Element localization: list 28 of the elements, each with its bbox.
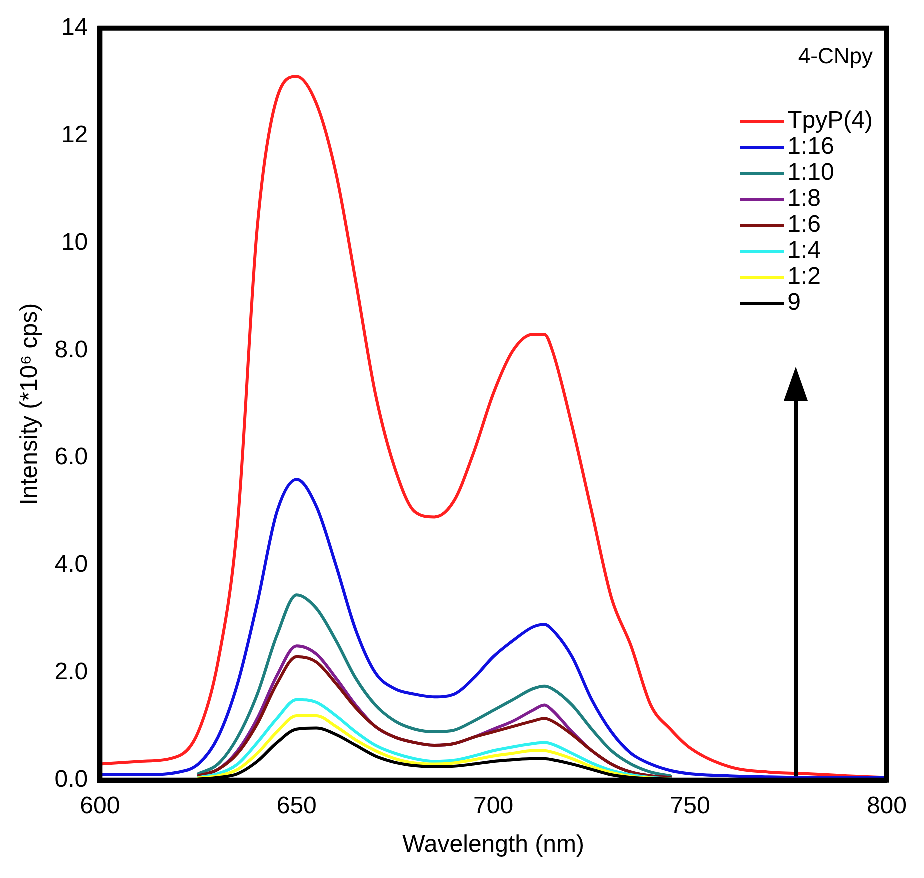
- line-series: [197, 594, 672, 778]
- x-tick-label: 700: [474, 792, 514, 820]
- x-tick-label: 750: [670, 792, 710, 820]
- annotation: 4-CNpy: [798, 43, 873, 68]
- line-series: [197, 698, 672, 780]
- legend-label: 1:6: [788, 211, 821, 238]
- legend-label: TpyP(4): [788, 107, 873, 134]
- y-axis-title: Intensity (*10⁶ cps): [16, 303, 44, 506]
- y-tick-label: 2.0: [54, 658, 88, 686]
- y-tick-label: 14: [61, 14, 88, 42]
- legend-label: 1:8: [788, 185, 821, 212]
- legend-label: 1:2: [788, 263, 821, 290]
- y-tick-label: 10: [61, 228, 88, 256]
- legend-label: 1:4: [788, 237, 821, 264]
- x-tick-label: 800: [866, 792, 907, 820]
- line-series: [197, 714, 672, 780]
- x-tick-label: 650: [276, 792, 317, 820]
- legend-label: 1:16: [788, 133, 834, 160]
- y-tick-label: 4.0: [54, 551, 88, 578]
- y-tick-label: 0.0: [54, 766, 88, 794]
- x-tick-label: 600: [80, 792, 120, 820]
- y-tick-label: 8.0: [54, 336, 88, 364]
- y-tick-label: 12: [61, 121, 88, 148]
- legend-label: 9: [788, 289, 801, 316]
- x-axis-title: Wavelength (nm): [402, 831, 584, 858]
- y-tick-label: 6.0: [54, 444, 88, 471]
- legend-label: 1:10: [788, 159, 834, 186]
- line-series: [100, 478, 887, 780]
